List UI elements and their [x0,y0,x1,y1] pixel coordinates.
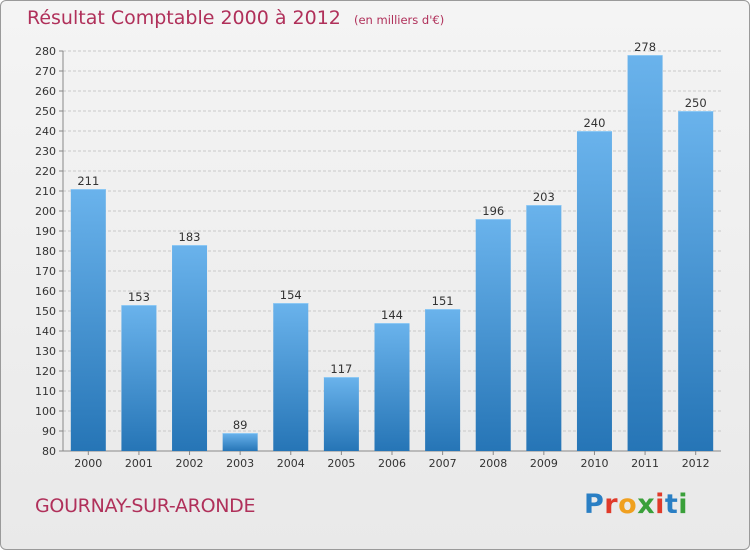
x-tick-label: 2006 [378,457,406,470]
chart-subtitle: (en milliers d'€) [353,13,445,27]
y-tick-label: 170 [35,265,56,278]
y-tick-label: 90 [42,425,56,438]
x-tick-label: 2001 [125,457,153,470]
data-label: 203 [533,190,555,204]
logo-letter: x [637,489,656,520]
logo-letter: i [678,489,689,520]
bar-2004 [273,303,309,451]
axis-layer: 80 90 100 110 120 130 140 150 160 170 180 190 200 210… [35,45,721,470]
data-label: 211 [77,174,99,188]
bar-layer [70,55,714,451]
x-tick-label: 2009 [530,457,558,470]
y-tick-label: 200 [35,205,56,218]
data-label: 183 [179,230,201,244]
bar-2000 [70,189,106,451]
bar-2006 [374,323,410,451]
data-label: 89 [233,418,248,432]
y-tick-label: 180 [35,245,56,258]
data-label: 153 [128,290,150,304]
bar-2001 [121,305,157,451]
logo-letter: i [655,489,665,520]
data-label: 151 [432,294,454,308]
data-label: 154 [280,288,302,302]
x-tick-label: 2003 [226,457,254,470]
y-tick-label: 230 [35,145,56,158]
data-label: 196 [482,204,504,218]
data-label: 144 [381,308,403,322]
x-tick-label: 2004 [277,457,305,470]
x-tick-label: 2000 [74,457,102,470]
logo-letter: o [618,489,638,520]
bar-2003 [222,433,258,451]
bar-2008 [475,219,511,451]
y-tick-label: 130 [35,345,56,358]
logo-letter: t [664,489,679,520]
bar-2002 [172,245,208,451]
y-tick-label: 260 [35,85,56,98]
x-tick-label: 2011 [631,457,659,470]
chart-title-row: Résultat Comptable 2000 à 2012 (en milli… [27,7,444,29]
x-tick-label: 2012 [682,457,710,470]
x-tick-label: 2002 [176,457,204,470]
bar-2011 [627,55,663,451]
bar-2009 [526,205,562,451]
y-tick-label: 80 [42,445,56,458]
y-tick-label: 240 [35,125,56,138]
y-tick-label: 190 [35,225,56,238]
proxiti-logo[interactable]: Proxiti [584,489,688,520]
y-tick-label: 150 [35,305,56,318]
bar-2012 [678,111,714,451]
data-label: 240 [583,116,605,130]
data-label: 278 [634,40,656,54]
bar-2007 [425,309,461,451]
chart-title: Résultat Comptable 2000 à 2012 [27,7,341,29]
y-tick-label: 100 [35,405,56,418]
y-tick-label: 110 [35,385,56,398]
bar-2010 [576,131,612,451]
label-layer: 211 153 183 89 154 117 144 151 196 203 240 278 250 [77,40,706,432]
y-tick-label: 120 [35,365,56,378]
data-label: 117 [330,362,352,376]
y-tick-label: 220 [35,165,56,178]
y-tick-label: 250 [35,105,56,118]
bar-2005 [323,377,359,451]
data-label: 250 [685,96,707,110]
x-tick-label: 2007 [429,457,457,470]
logo-letter: P [584,489,605,520]
y-tick-label: 280 [35,45,56,58]
y-tick-label: 140 [35,325,56,338]
x-tick-label: 2005 [327,457,355,470]
x-tick-label: 2008 [479,457,507,470]
y-tick-label: 270 [35,65,56,78]
logo-letter: r [604,489,619,520]
y-tick-label: 160 [35,285,56,298]
y-tick-label: 210 [35,185,56,198]
location-name: GOURNAY-SUR-ARONDE [35,495,256,517]
x-tick-label: 2010 [580,457,608,470]
